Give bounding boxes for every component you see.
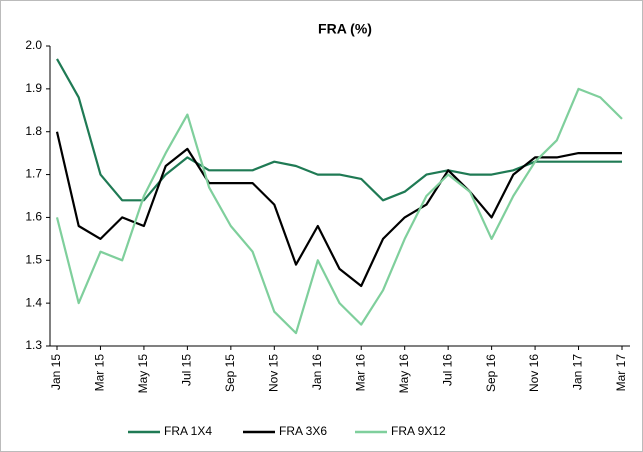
legend-label: FRA 1X4 [164,424,212,438]
line-series [55,87,623,335]
line-series [55,131,622,288]
x-tick-label: May 16 [397,354,411,394]
x-tick-label: Jan 17 [571,354,585,390]
x-tick-label: Mar 16 [353,354,367,392]
y-tick-label: 1.7 [25,167,42,181]
legend-label: FRA 3X6 [279,424,327,438]
x-tick-label: Nov 15 [266,354,280,392]
x-tick-label: Nov 16 [527,354,541,392]
y-tick-label: 1.4 [25,295,42,309]
x-tick-label: Sep 15 [223,354,237,392]
y-tick-label: 1.9 [25,81,42,95]
y-tick-label: 1.8 [25,124,42,138]
y-tick-label: 1.5 [25,252,42,266]
y-tick-label: 2.0 [25,38,42,52]
x-tick-label: Jul 15 [180,354,194,386]
x-tick-label: Jul 16 [440,354,454,386]
line-series [56,58,622,202]
x-tick-label: May 15 [136,354,150,394]
y-tick-label: 1.6 [25,210,42,224]
x-tick-label: Mar 17 [614,354,628,392]
y-tick-label: 1.3 [25,338,42,352]
legend-label: FRA 9X12 [391,424,446,438]
x-tick-label: Jan 16 [310,354,324,390]
x-tick-label: Jan 15 [49,354,63,390]
chart-title: FRA (%) [318,21,372,37]
x-tick-label: Sep 16 [484,354,498,392]
x-tick-label: Mar 15 [93,354,107,392]
